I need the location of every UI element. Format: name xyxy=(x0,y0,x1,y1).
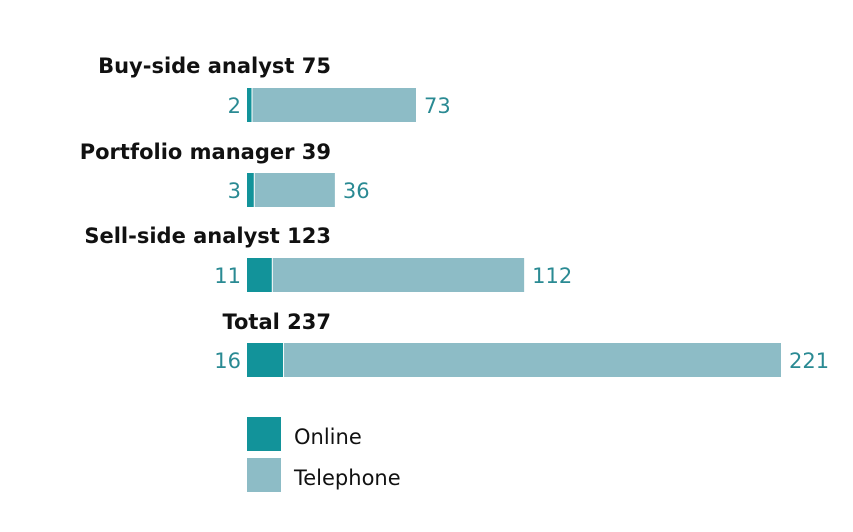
telephone-value-label: 36 xyxy=(343,179,370,203)
bar-online xyxy=(247,343,284,377)
telephone-value-labels: 73 36 112 221 xyxy=(343,94,829,373)
bar-telephone xyxy=(272,258,525,292)
category-label: Sell-side analyst 123 xyxy=(84,224,331,248)
online-value-label: 2 xyxy=(228,94,241,118)
telephone-value-label: 112 xyxy=(532,264,572,288)
bar-online xyxy=(247,88,252,122)
online-value-label: 3 xyxy=(228,179,241,203)
bar-telephone xyxy=(252,88,416,122)
telephone-value-label: 73 xyxy=(424,94,451,118)
bar-online xyxy=(247,173,254,207)
legend: Online Telephone xyxy=(247,417,401,492)
bar-telephone xyxy=(254,173,335,207)
category-label: Buy-side analyst 75 xyxy=(98,54,331,78)
legend-swatch-online xyxy=(247,417,281,451)
bar-online xyxy=(247,258,272,292)
legend-swatch-telephone xyxy=(247,458,281,492)
legend-label-online: Online xyxy=(294,425,362,449)
online-value-labels: 2 3 11 16 xyxy=(214,94,241,373)
online-value-label: 11 xyxy=(214,264,241,288)
bars xyxy=(247,88,781,377)
telephone-value-label: 221 xyxy=(789,349,829,373)
bar-telephone xyxy=(284,343,781,377)
category-label: Total 237 xyxy=(222,310,331,334)
legend-label-telephone: Telephone xyxy=(293,466,401,490)
online-value-label: 16 xyxy=(214,349,241,373)
category-labels: Buy-side analyst 75 Portfolio manager 39 S… xyxy=(80,54,331,334)
category-label: Portfolio manager 39 xyxy=(80,140,331,164)
